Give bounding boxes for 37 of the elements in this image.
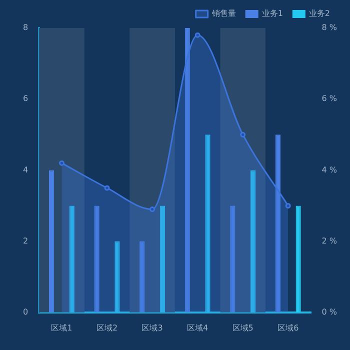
x-tick-label: 区域3 [142, 323, 163, 332]
bar [251, 171, 255, 312]
bar [184, 28, 190, 312]
bar [94, 206, 100, 312]
y2-tick-label: 4 % [322, 165, 338, 174]
legend-label: 销售量 [210, 9, 236, 18]
y-tick-label: 4 [22, 165, 28, 174]
point [104, 185, 110, 191]
bar [70, 206, 74, 312]
y-tick-label: 6 [22, 94, 28, 104]
y-tick-label: 2 [22, 236, 28, 246]
bar [48, 170, 54, 312]
y2-tick-label: 6 % [322, 94, 338, 104]
bar [296, 206, 301, 312]
point [150, 206, 156, 212]
x-tick-label: 区域6 [278, 323, 299, 332]
legend-label: 业务2 [308, 9, 330, 18]
bar [206, 136, 210, 312]
point [285, 203, 291, 208]
x-tick-label: 区域2 [96, 323, 118, 332]
y2-tick-label: 0 % [322, 307, 338, 316]
bar [114, 241, 120, 312]
y2-tick-label: 8 % [322, 23, 338, 32]
bar [230, 206, 236, 312]
y-tick-label: 0 [22, 307, 28, 316]
x-tick-label: 区域4 [187, 323, 208, 332]
bar [160, 206, 164, 312]
x-tick-label: 区域5 [232, 323, 254, 332]
legend-label: 业务1 [262, 9, 283, 18]
bar [275, 134, 280, 312]
x-tick-label: 区域1 [51, 323, 72, 332]
bar [140, 241, 145, 312]
y2-tick-label: 2 % [322, 236, 338, 246]
point [240, 132, 246, 138]
point [58, 160, 64, 166]
y-tick-label: 8 [22, 23, 28, 32]
point [194, 32, 200, 38]
